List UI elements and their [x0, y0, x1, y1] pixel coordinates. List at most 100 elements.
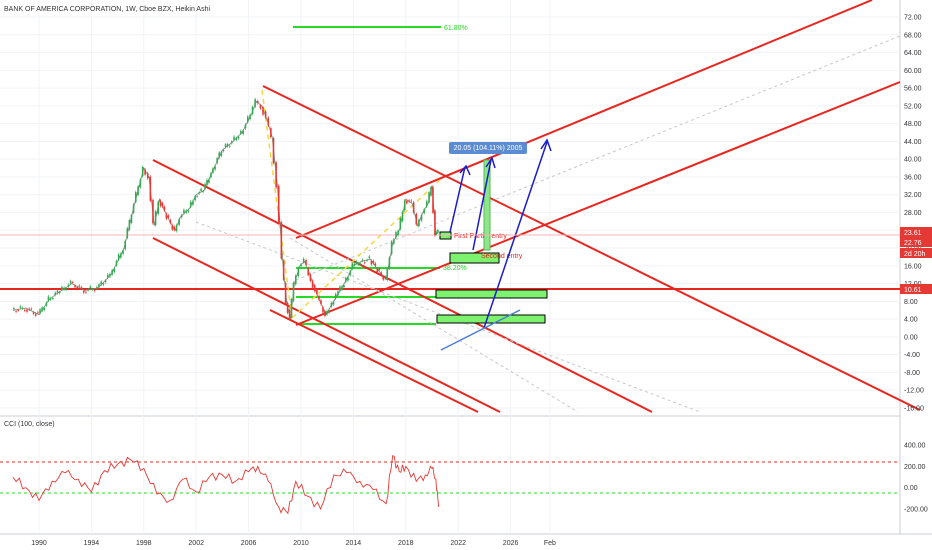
entry-zone-box-3[interactable] [436, 314, 546, 324]
candle-body [395, 232, 397, 238]
candle-body [124, 241, 126, 250]
candle-body [180, 215, 183, 218]
candle-body [52, 298, 54, 300]
cci-tick-label: 200.00 [904, 464, 926, 471]
candle-body [43, 307, 46, 311]
candle-body [300, 264, 302, 267]
y-tick-label: 68.00 [904, 32, 922, 39]
candle-body [152, 199, 154, 224]
candle-body [423, 209, 425, 214]
arrow-1[interactable] [449, 166, 466, 233]
candle-body [37, 312, 39, 314]
candle-body [39, 309, 41, 314]
candle-body [178, 219, 180, 225]
candle-body [216, 158, 218, 163]
candle-body [130, 214, 133, 223]
y-tick-label: 40.00 [904, 157, 922, 164]
y-tick-label: 64.00 [904, 50, 922, 57]
candle-body [311, 280, 314, 288]
entry-zone-box-2[interactable] [435, 289, 548, 299]
candle-body [208, 179, 210, 183]
desc-channel-bottom[interactable] [269, 309, 479, 413]
candle-body [91, 289, 94, 290]
desc-channel-lower[interactable] [152, 237, 501, 413]
candle-body [254, 99, 256, 107]
time-axis[interactable]: 1990 1994 1998 2002 2006 2010 2014 2018 2022 2026… [31, 540, 556, 547]
candle-body [218, 152, 221, 158]
candle-body [222, 149, 225, 152]
candle-body [115, 260, 118, 266]
candle-body [63, 287, 65, 290]
candle-body [212, 168, 214, 173]
price-tag-countdown-bg [900, 248, 932, 258]
candle-body [17, 310, 20, 312]
candle-body [347, 276, 349, 281]
candle-body [134, 192, 137, 203]
candle-body [228, 145, 231, 147]
candle-body [235, 138, 238, 140]
candle-body [128, 220, 131, 230]
drawings-layer: 61.80% 38.20% First Partial entry Second… [0, 0, 921, 494]
cci-series-group [12, 455, 440, 515]
cci-tick-label: 400.00 [904, 443, 926, 450]
trend-line-blue[interactable] [440, 309, 521, 351]
candle-body [361, 259, 364, 261]
candle-body [93, 290, 96, 292]
asc-channel-upper[interactable] [295, 0, 873, 239]
measure-bar[interactable] [483, 159, 491, 251]
candle-body [309, 274, 312, 282]
y-tick-label: 4.00 [904, 317, 918, 324]
candle-body [189, 201, 192, 207]
candle-body [332, 301, 335, 305]
candle-body [259, 105, 262, 109]
measure-label-box[interactable] [449, 142, 527, 154]
upper-desc-channel-line[interactable] [262, 85, 921, 411]
y-tick-label: 16.00 [904, 263, 922, 270]
yellow-wave-down [261, 89, 293, 319]
cci-axis[interactable]: 400.00 200.00 0.00 -200.00 [904, 443, 928, 514]
candle-body [96, 286, 98, 288]
asc-channel-lower[interactable] [295, 81, 901, 326]
candle-body [47, 296, 50, 301]
candle-body [187, 210, 190, 212]
candle-body [192, 201, 194, 205]
candle-body [324, 310, 326, 316]
candle-body [202, 191, 204, 193]
yellow-wave-up [291, 179, 441, 319]
candle-body [420, 215, 423, 221]
candle-body [320, 300, 322, 305]
candle-body [194, 196, 196, 201]
candle-body [366, 260, 368, 261]
candle-body [32, 312, 35, 314]
candle-body [359, 263, 362, 265]
candle-body [13, 308, 15, 310]
candle-body [49, 298, 52, 300]
candle-body [206, 179, 208, 185]
candle-body [41, 307, 43, 311]
desc-channel-upper[interactable] [152, 159, 653, 413]
candle-body [406, 200, 408, 204]
candle-body [353, 263, 356, 266]
candle-body [390, 241, 393, 255]
candle-body [401, 211, 404, 222]
candle-body [109, 273, 111, 277]
price-tag-support-bg [900, 284, 932, 294]
candle-body [368, 256, 371, 259]
candle-body [292, 282, 295, 301]
candle-body [435, 232, 438, 234]
candle-body [318, 295, 320, 300]
candle-body [341, 286, 343, 290]
candle-body [200, 188, 202, 191]
chart-title: BANK OF AMERICA CORPORATION, 1W, Cboe BZ… [4, 6, 210, 13]
candle-body [437, 229, 439, 233]
y-tick-label: -12.00 [904, 388, 924, 395]
candle-body [240, 130, 242, 134]
x-tick-label: 1990 [31, 540, 47, 547]
second-entry-box[interactable] [449, 252, 500, 264]
indicator-title: CCI (100, close) [4, 421, 55, 428]
candle-body [244, 124, 247, 129]
candle-body [388, 257, 391, 269]
candle-body [415, 213, 418, 225]
price-axis[interactable]: 72.00 68.00 64.00 60.00 56.00 52.00 48.00 44.00… [904, 15, 924, 413]
candle-body [412, 202, 415, 213]
